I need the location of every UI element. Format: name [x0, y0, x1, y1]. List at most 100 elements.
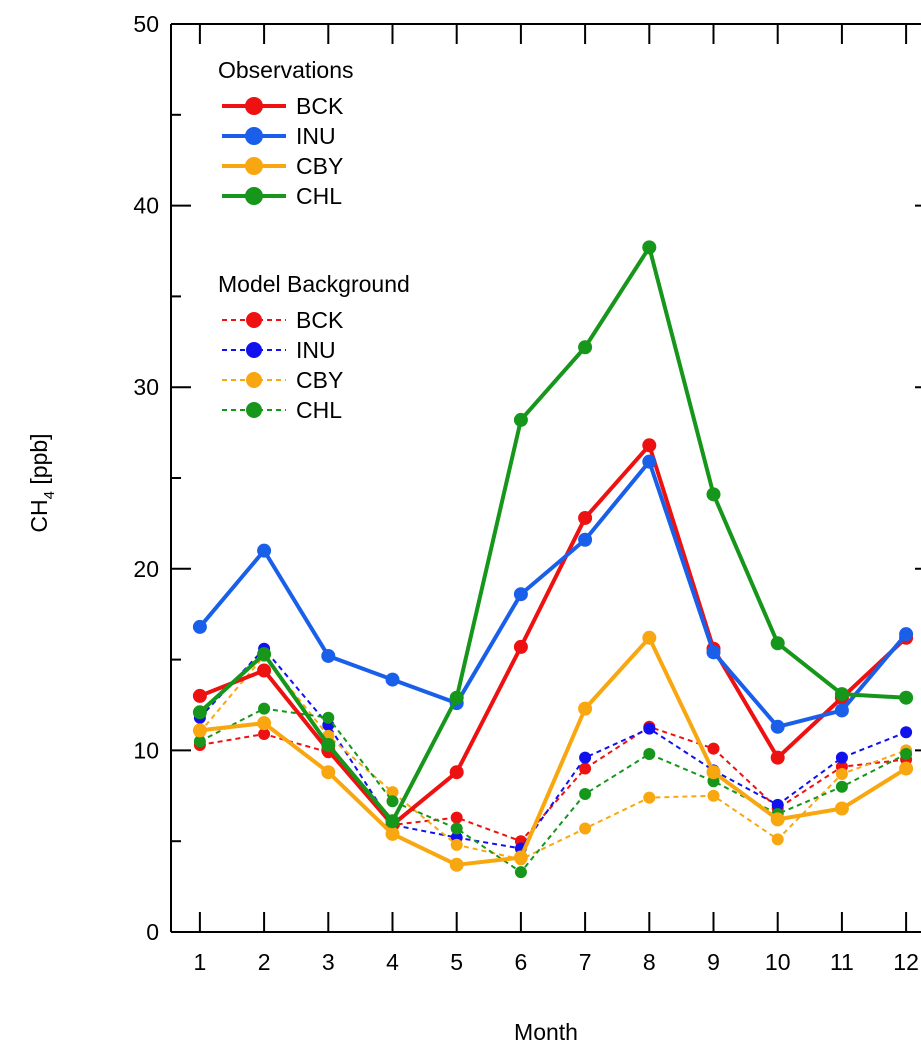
x-tick-label: 12	[893, 949, 919, 975]
data-point-obs-chl	[834, 687, 849, 702]
data-point-obs-cby	[770, 812, 785, 827]
data-point-obs-chl	[578, 340, 593, 355]
data-point-model-inu	[643, 722, 656, 735]
y-tick-label: 50	[133, 11, 159, 37]
legend-entry-inu: INU	[296, 337, 336, 363]
data-point-model-inu	[771, 798, 784, 811]
data-point-model-inu	[900, 726, 913, 739]
x-tick-label: 9	[707, 949, 720, 975]
x-tick-label: 10	[765, 949, 791, 975]
data-point-obs-cby	[578, 701, 593, 716]
y-tick-label: 40	[133, 193, 159, 219]
legend-swatch-marker	[246, 342, 262, 358]
data-point-model-bck	[258, 728, 271, 741]
data-point-model-inu	[835, 751, 848, 764]
data-point-obs-inu	[706, 645, 721, 660]
legend-swatch-marker	[245, 127, 263, 145]
data-point-obs-inu	[385, 672, 400, 687]
y-axis-title-unit: [ppb]	[26, 433, 52, 491]
x-tick-label: 6	[515, 949, 528, 975]
x-tick-label: 4	[386, 949, 399, 975]
x-tick-label: 11	[830, 949, 854, 975]
data-point-obs-inu	[899, 627, 914, 642]
data-point-obs-inu	[578, 532, 593, 547]
data-point-obs-chl	[706, 487, 721, 502]
data-point-model-cby	[835, 768, 848, 781]
data-point-obs-inu	[513, 587, 528, 602]
data-point-model-bck	[450, 811, 463, 824]
data-point-obs-chl	[257, 647, 272, 662]
data-point-model-chl	[450, 822, 463, 835]
data-point-obs-inu	[257, 543, 272, 558]
data-point-obs-cby	[257, 716, 272, 731]
legend-entry-chl: CHL	[296, 397, 342, 423]
data-point-model-inu	[579, 751, 592, 764]
x-tick-label: 8	[643, 949, 656, 975]
x-tick-label: 1	[193, 949, 206, 975]
x-tick-label: 2	[258, 949, 271, 975]
data-point-obs-cby	[834, 801, 849, 816]
legend-group-title: Observations	[218, 57, 354, 83]
series-line-obs-inu	[198, 459, 908, 729]
data-point-obs-bck	[192, 688, 207, 703]
data-point-obs-inu	[770, 719, 785, 734]
data-point-obs-cby	[642, 630, 657, 645]
legend-entry-inu: INU	[296, 123, 336, 149]
data-point-obs-cby	[706, 765, 721, 780]
series-obs-inu	[192, 454, 914, 734]
data-point-model-chl	[579, 787, 592, 800]
data-point-obs-chl	[192, 705, 207, 720]
y-tick-label: 20	[133, 556, 159, 582]
data-point-obs-bck	[578, 510, 593, 525]
series-obs-bck	[192, 438, 914, 832]
legend-entry-bck: BCK	[296, 93, 344, 119]
legend-entry-chl: CHL	[296, 183, 342, 209]
x-axis-title: Month	[514, 1019, 578, 1045]
data-point-obs-chl	[642, 240, 657, 255]
y-axis-title-main: CH	[26, 499, 52, 532]
series-model-inu	[193, 642, 913, 855]
series-obs-cby	[192, 630, 914, 872]
series-obs-chl	[192, 240, 914, 829]
data-point-model-chl	[835, 780, 848, 793]
data-point-obs-cby	[385, 826, 400, 841]
series-line-model-bck	[199, 725, 907, 843]
legend-swatch-marker	[246, 312, 262, 328]
data-point-obs-inu	[321, 648, 336, 663]
chart-legend: Observations BCK INU CBY CHL Model Background…	[218, 57, 410, 423]
data-point-model-chl	[514, 866, 527, 879]
legend-swatch-marker	[245, 97, 263, 115]
data-point-obs-chl	[449, 690, 464, 705]
data-point-model-bck	[579, 762, 592, 775]
series-line-model-chl	[199, 707, 907, 874]
data-point-model-chl	[900, 748, 913, 761]
y-axis-title: CH4 [ppb]	[26, 433, 58, 532]
series-line-model-cby	[199, 654, 907, 861]
data-point-model-cby	[771, 833, 784, 846]
data-point-model-cby	[450, 838, 463, 851]
data-point-model-bck	[707, 742, 720, 755]
legend-swatch-marker	[245, 157, 263, 175]
y-tick-label: 0	[146, 919, 159, 945]
data-point-model-cby	[707, 789, 720, 802]
y-axis-title-subscript: 4	[41, 491, 58, 499]
legend-swatch-marker	[246, 372, 262, 388]
data-point-model-chl	[258, 702, 271, 715]
legend-entry-bck: BCK	[296, 307, 344, 333]
data-point-obs-bck	[642, 438, 657, 453]
legend-entry-cby: CBY	[296, 153, 343, 179]
data-point-model-cby	[643, 791, 656, 804]
data-point-obs-inu	[642, 454, 657, 469]
x-tick-label: 7	[579, 949, 592, 975]
series-model-chl	[193, 702, 913, 879]
series-line-model-inu	[199, 647, 907, 850]
data-point-obs-chl	[770, 636, 785, 651]
data-point-model-chl	[322, 711, 335, 724]
legend-group-title: Model Background	[218, 271, 410, 297]
data-point-obs-chl	[513, 412, 528, 427]
data-point-model-chl	[643, 748, 656, 761]
x-tick-label: 5	[450, 949, 463, 975]
data-point-obs-chl	[385, 814, 400, 829]
